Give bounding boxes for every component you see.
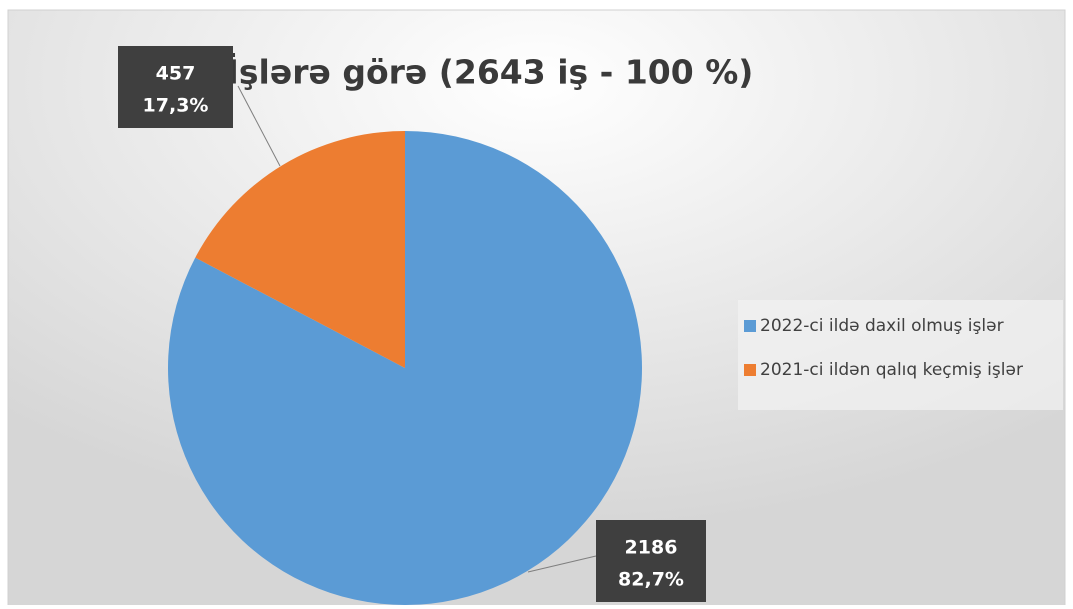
data-label-percent: 17,3% xyxy=(143,95,209,117)
data-label-value: 457 xyxy=(156,63,196,85)
data-label-value: 2186 xyxy=(625,537,678,559)
legend-box xyxy=(738,300,1063,410)
chart-title: İşlərə görə (2643 iş - 100 %) xyxy=(227,52,754,92)
data-label-box xyxy=(118,46,233,128)
legend-swatch xyxy=(744,320,756,332)
leader-line xyxy=(527,555,597,573)
data-label-percent: 82,7% xyxy=(618,569,684,591)
leader-line xyxy=(237,85,281,167)
legend-label: 2021-ci ildən qalıq keçmiş işlər xyxy=(760,360,1023,380)
data-label-box xyxy=(596,520,706,602)
pie-slice xyxy=(195,131,405,368)
legend-label: 2022-ci ildə daxil olmuş işlər xyxy=(760,316,1004,336)
legend-swatch xyxy=(744,364,756,376)
